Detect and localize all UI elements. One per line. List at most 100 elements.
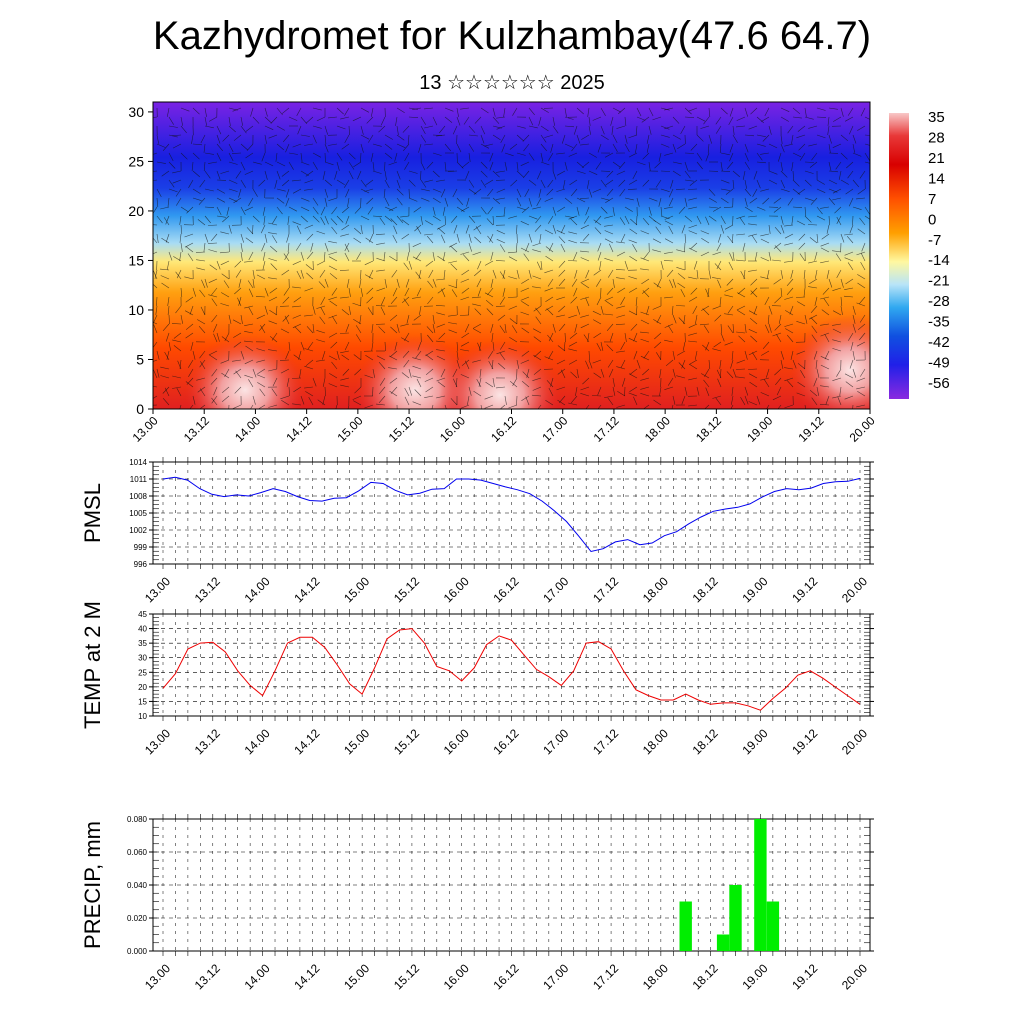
wind-barb [341, 354, 350, 361]
wind-barb [480, 107, 489, 114]
wind-barb [581, 282, 590, 289]
wind-barb [400, 215, 410, 218]
wind-barb [827, 116, 830, 126]
y-tick-label: 1011 [130, 475, 148, 484]
wind-barb [814, 251, 818, 261]
wind-barb [556, 386, 566, 391]
wind-barb [396, 170, 401, 180]
wind-barb [508, 347, 518, 352]
wind-barb [633, 332, 638, 342]
wind-barb [484, 292, 494, 298]
wind-barb [353, 161, 362, 168]
wind-barb [528, 152, 535, 161]
wind-barb [199, 404, 206, 409]
wind-barb [347, 404, 350, 409]
wind-barb [624, 386, 626, 397]
wind-barb [487, 206, 494, 215]
wind-barb [748, 233, 758, 237]
wind-barb [864, 143, 870, 146]
wind-barb [192, 395, 196, 405]
wind-barb [653, 219, 662, 226]
wind-barb [501, 143, 506, 153]
wind-barb [440, 234, 446, 244]
wind-barb [521, 395, 530, 402]
wind-barb [732, 179, 735, 190]
wind-barb [845, 278, 854, 285]
wind-barb [196, 377, 206, 381]
wind-barb [476, 378, 482, 388]
wind-barb [588, 116, 591, 126]
wind-barb [423, 107, 434, 110]
wind-barb [460, 107, 470, 110]
wind-barb [364, 374, 374, 379]
wind-barb [760, 392, 770, 397]
wind-barb [299, 368, 302, 378]
wind-barb [179, 215, 182, 225]
wind-barb [180, 152, 188, 160]
wind-barb [786, 278, 794, 286]
wind-barb [843, 295, 854, 298]
wind-barb [840, 134, 849, 142]
wind-barb [171, 134, 182, 137]
wind-barb [416, 287, 422, 297]
wind-barb [544, 269, 554, 274]
wind-barb [465, 224, 470, 234]
wind-barb [360, 287, 363, 297]
wind-barb [340, 233, 350, 237]
wind-barb [199, 179, 206, 188]
wind-barb [688, 377, 698, 381]
wind-barb [528, 197, 532, 207]
wind-barb [828, 134, 832, 144]
wind-barb [780, 350, 785, 360]
wind-barb [496, 170, 506, 173]
wind-barb [552, 116, 555, 126]
wind-barb [208, 294, 218, 298]
wind-barb [468, 242, 472, 252]
wind-barb [544, 134, 554, 138]
wind-barb [477, 342, 482, 352]
wind-barb [672, 350, 675, 360]
wind-barb [292, 286, 302, 289]
wind-barb [786, 380, 794, 388]
wind-barb [712, 277, 722, 280]
wind-barb [153, 152, 158, 155]
wind-barb [664, 206, 674, 209]
wind-barb [425, 260, 434, 267]
wind-barb [153, 321, 158, 325]
wind-barb [244, 206, 254, 212]
wind-barb [608, 368, 614, 378]
wind-barb [216, 188, 226, 194]
wind-barb [380, 116, 386, 126]
wind-barb [508, 404, 518, 409]
wind-barb [340, 350, 350, 354]
wind-barb [492, 377, 495, 387]
wind-barb [480, 134, 485, 144]
wind-barb [654, 332, 662, 340]
wind-barb [792, 107, 801, 115]
wind-barb [604, 230, 614, 235]
wind-barb [597, 251, 602, 261]
wind-barb [705, 288, 710, 298]
wind-barb [620, 233, 626, 243]
wind-barb [234, 260, 242, 268]
wind-barb [684, 242, 686, 253]
wind-barb [735, 368, 746, 370]
wind-barb [629, 228, 638, 235]
wind-barb [558, 323, 566, 332]
wind-barb [576, 170, 586, 174]
wind-barb [719, 359, 722, 369]
wind-barb [288, 152, 298, 155]
wind-barb [532, 328, 542, 334]
wind-barb [324, 197, 328, 207]
wind-barb [832, 310, 842, 316]
wind-barb [856, 251, 866, 256]
wind-barb [504, 161, 508, 171]
wind-barb [532, 206, 542, 210]
wind-barb [312, 305, 316, 315]
wind-barb [492, 215, 494, 226]
wind-barb [576, 197, 586, 203]
wind-barb [654, 341, 662, 349]
wind-barb [340, 377, 350, 381]
wind-barb [156, 143, 166, 148]
wind-barb [654, 161, 662, 169]
